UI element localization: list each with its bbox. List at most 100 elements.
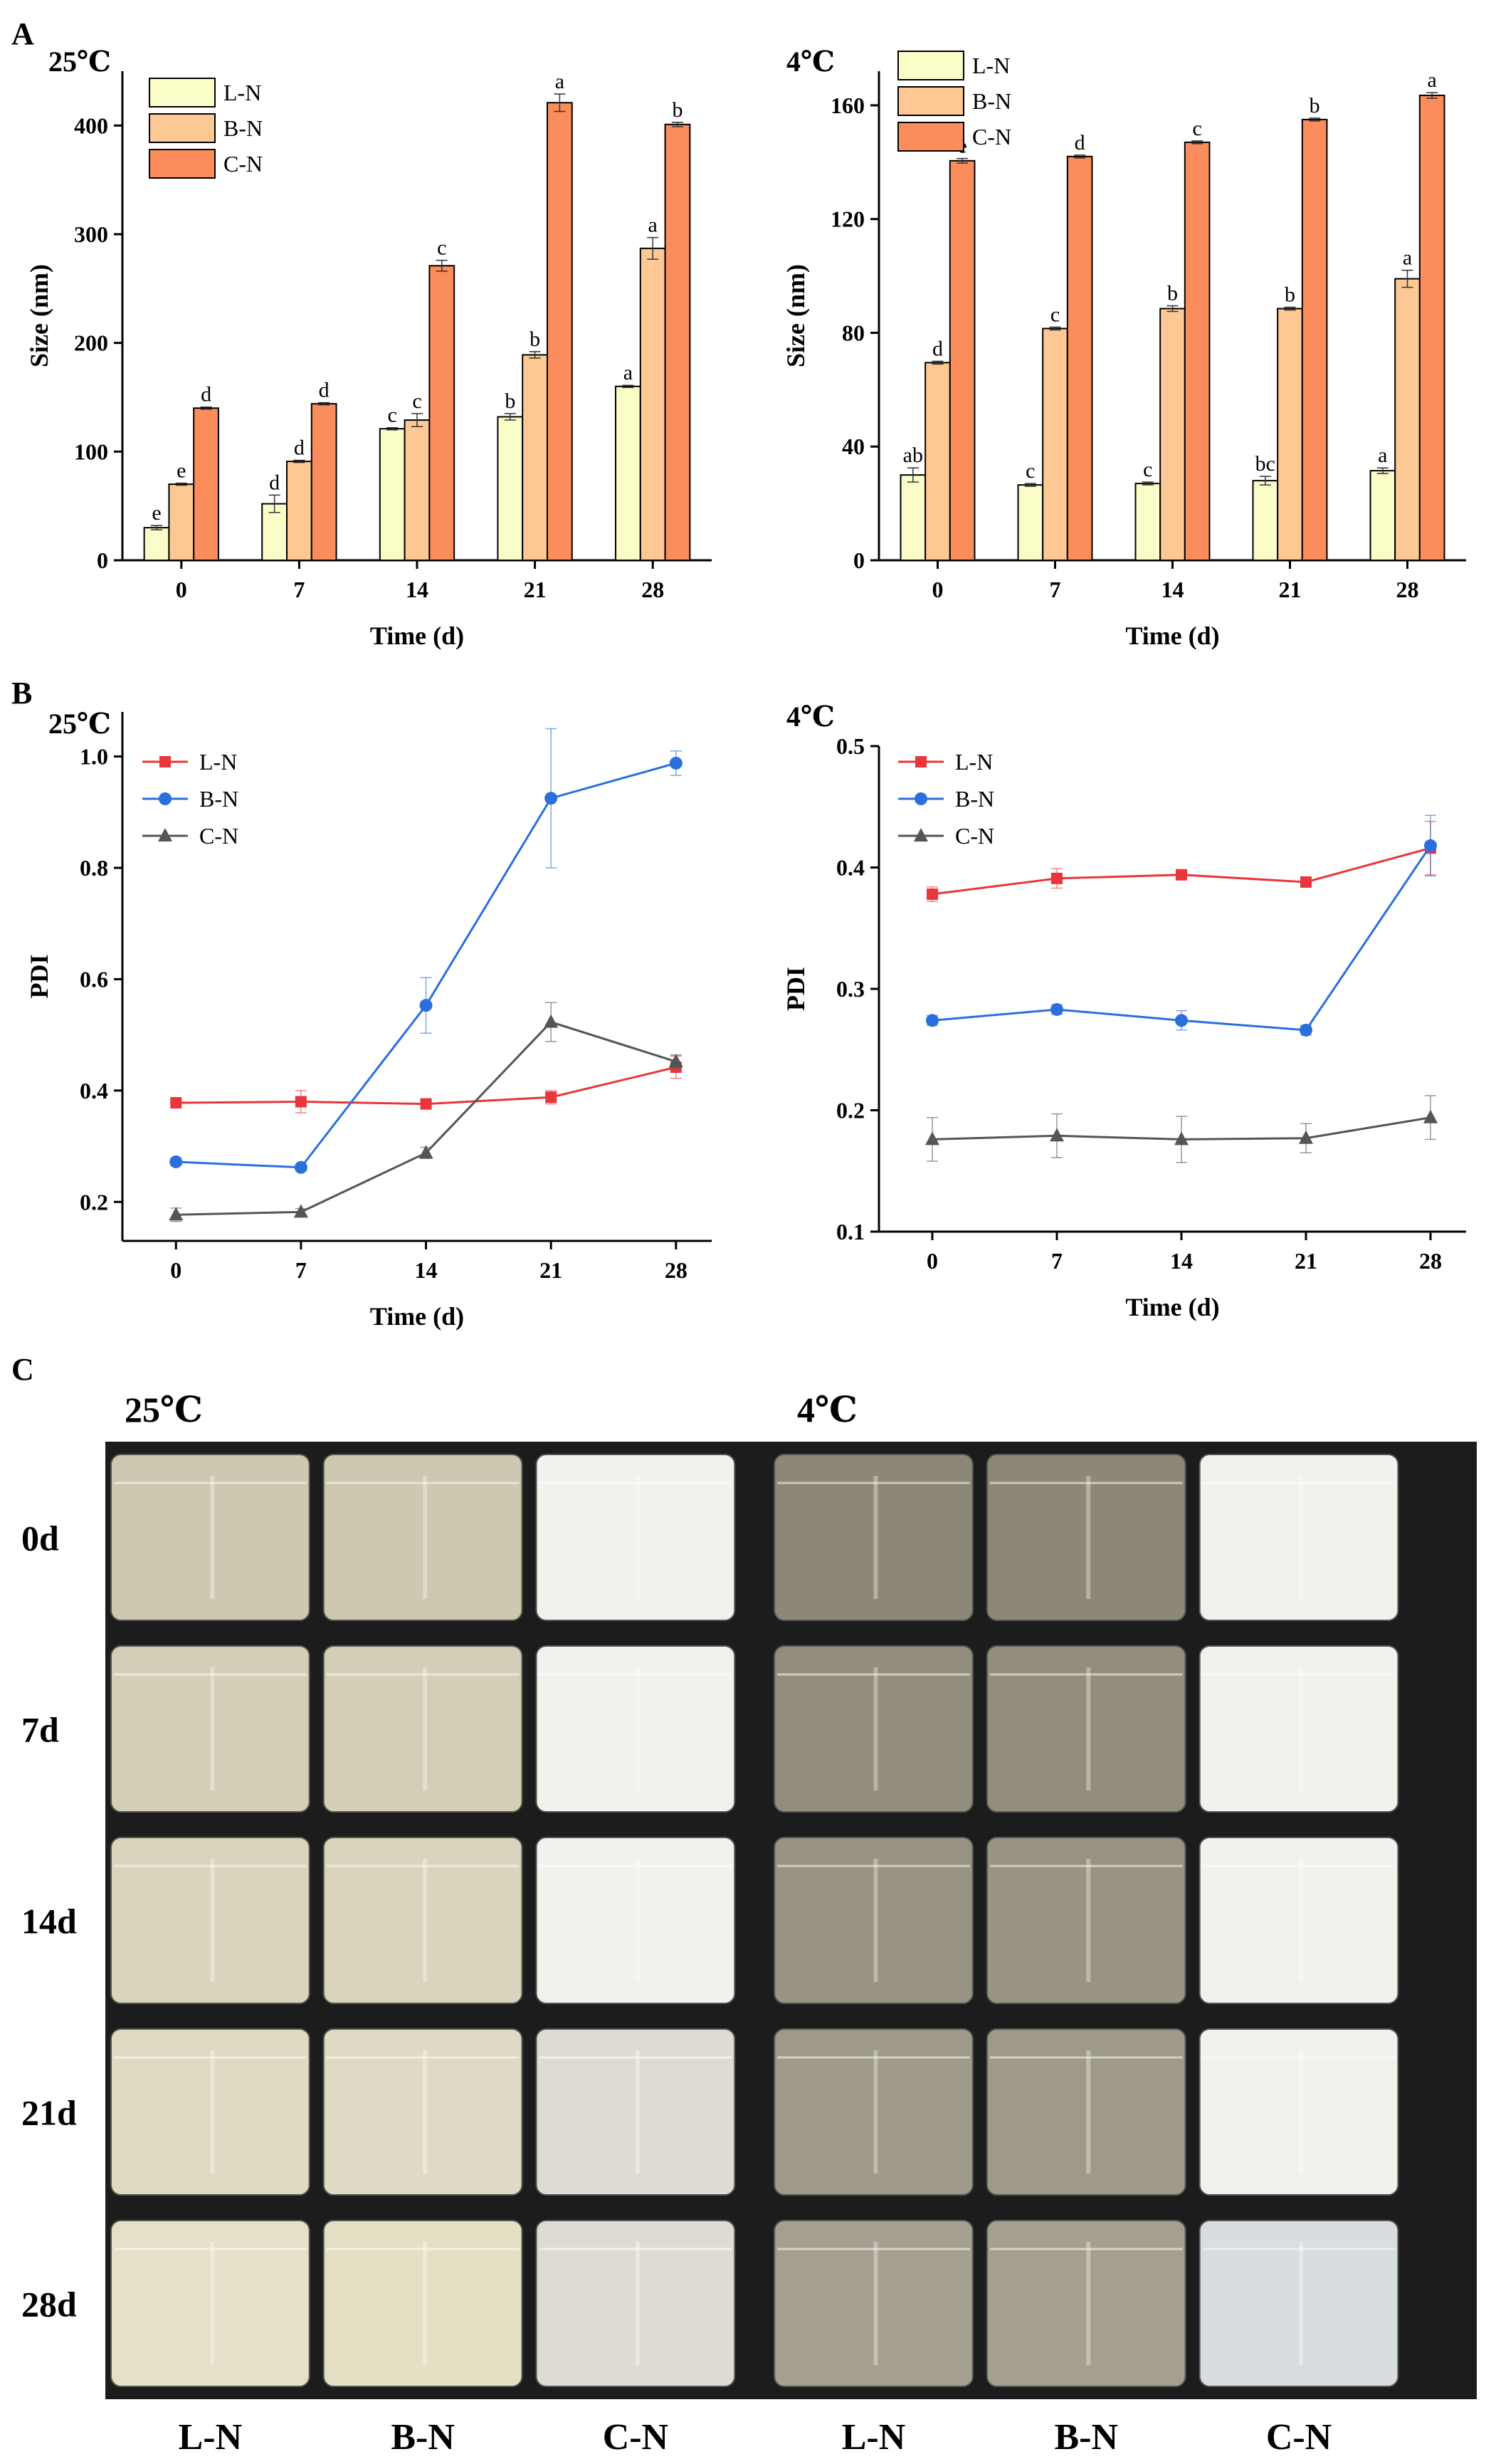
y-tick-label: 160 [831,93,865,118]
x-tick-label: 28 [1396,577,1419,602]
x-tick-label: 7 [295,1257,307,1283]
vial-sample [774,1454,974,1621]
data-point-b-n [1050,1002,1063,1016]
legend-label-b-n: B-N [199,786,238,812]
vial-glare [423,1667,428,1791]
legend-marker-c-n [158,828,172,842]
vial-sample [535,1645,736,1813]
bar-b-n [522,354,548,561]
significance-letter: a [1378,444,1387,467]
bar-c-n [546,102,573,562]
significance-letter: d [319,379,330,402]
photo-column-label: B-N [1054,2417,1118,2458]
data-point-l-n [420,1098,432,1110]
y-tick-label: 0.3 [836,976,865,1002]
x-tick-label: 21 [1295,1248,1317,1274]
vial-glare [635,2050,640,2174]
bar-b-n [1394,278,1421,561]
significance-letter: d [1075,131,1085,154]
data-point-l-n [295,1096,307,1108]
vial-glare [1299,2242,1304,2365]
vial-sample [774,1837,974,2004]
data-point-l-n [545,1091,557,1103]
vial-sample [1198,1454,1399,1621]
legend-label-b-n: B-N [223,115,263,141]
legend-marker-l-n [159,756,171,767]
significance-letter: d [294,436,305,460]
y-axis-title: Size (nm) [781,264,810,367]
significance-letter: e [177,459,186,483]
y-tick-label: 0.4 [80,1078,108,1103]
vial-sample [1198,2220,1399,2387]
significance-letter: c [1143,458,1152,481]
significance-letter: a [1427,68,1436,92]
vial-glare [210,1476,215,1599]
vial-glare [1086,1667,1091,1791]
x-tick-label: 28 [641,577,664,602]
x-axis-title: Time (d) [1125,622,1219,650]
y-tick-label: 1.0 [80,744,108,770]
y-tick-label: 0.6 [80,966,108,992]
significance-letter: ab [903,444,923,467]
vial-sample [322,1454,523,1621]
data-point-c-n [668,1054,683,1068]
vial-sample [535,1837,736,2004]
vial-sample [774,1645,974,1813]
x-tick-label: 21 [524,577,547,602]
y-tick-label: 0.2 [836,1098,865,1123]
legend-swatch-b-n [149,113,216,143]
legend-label-c-n: C-N [955,823,994,849]
legend-marker-c-n [914,828,928,842]
significance-letter: b [1285,283,1295,307]
bar-b-n [1159,308,1186,561]
temperature-label: 4℃ [786,46,835,78]
legend-marker-b-n [915,792,927,805]
significance-letter: b [672,98,683,122]
x-tick-label: 14 [406,577,428,602]
bar-c-n [1301,118,1328,561]
legend-label-l-n: L-N [199,749,237,775]
chart-size-25c: Time (d)Size (nm)01002003004000eed7ddd14… [25,46,712,650]
bar-l-n [900,474,927,562]
photo-row-label: 0d [21,1519,59,1558]
data-point-b-n [1424,839,1437,852]
significance-letter: a [555,70,564,93]
significance-letter: c [1050,303,1060,326]
x-axis-title: Time (d) [370,1302,464,1331]
bar-c-n [193,407,219,561]
legend-label-b-n: B-N [972,88,1011,114]
photo-column-label: L-N [179,2417,243,2458]
vial-sample [322,1837,523,2004]
significance-letter: d [201,383,211,407]
data-point-l-n [1176,869,1187,881]
significance-letter: b [1167,282,1178,305]
vial-sample [986,1454,1186,1621]
data-point-l-n [1300,876,1312,888]
y-tick-label: 80 [842,320,865,345]
legend-label-b-n: B-N [955,786,994,812]
significance-letter: a [1403,246,1412,270]
legend-swatch-l-n [897,51,964,80]
vial-sample [110,1837,310,2004]
vial-sample [774,2220,974,2387]
vial-sample [1198,1837,1399,2004]
x-tick-label: 21 [539,1257,562,1283]
series-line-c-n [176,1020,677,1216]
vial-glare [423,1476,428,1599]
data-point-b-n [669,756,683,770]
vial-glare [873,1667,878,1791]
y-tick-label: 400 [74,112,108,138]
y-tick-label: 100 [74,439,108,464]
data-point-c-n [1299,1130,1313,1144]
bar-c-n [1184,141,1211,561]
bar-l-n [1252,480,1279,561]
vial-sample [322,2220,523,2387]
x-tick-label: 28 [1419,1248,1442,1274]
vial-glare [1086,2242,1091,2365]
photo-column-label: C-N [603,2417,668,2458]
vial-glare [210,1667,215,1791]
x-axis-title: Time (d) [1125,1293,1219,1321]
chart-pdi-4c: Time (d) PDI 0.1 0.2 0.3 0.4 0.5 0 7 14 21 28 4℃ L-N B… [781,701,1466,1321]
legend-label-c-n: C-N [199,823,238,849]
vial-sample [110,2220,310,2387]
